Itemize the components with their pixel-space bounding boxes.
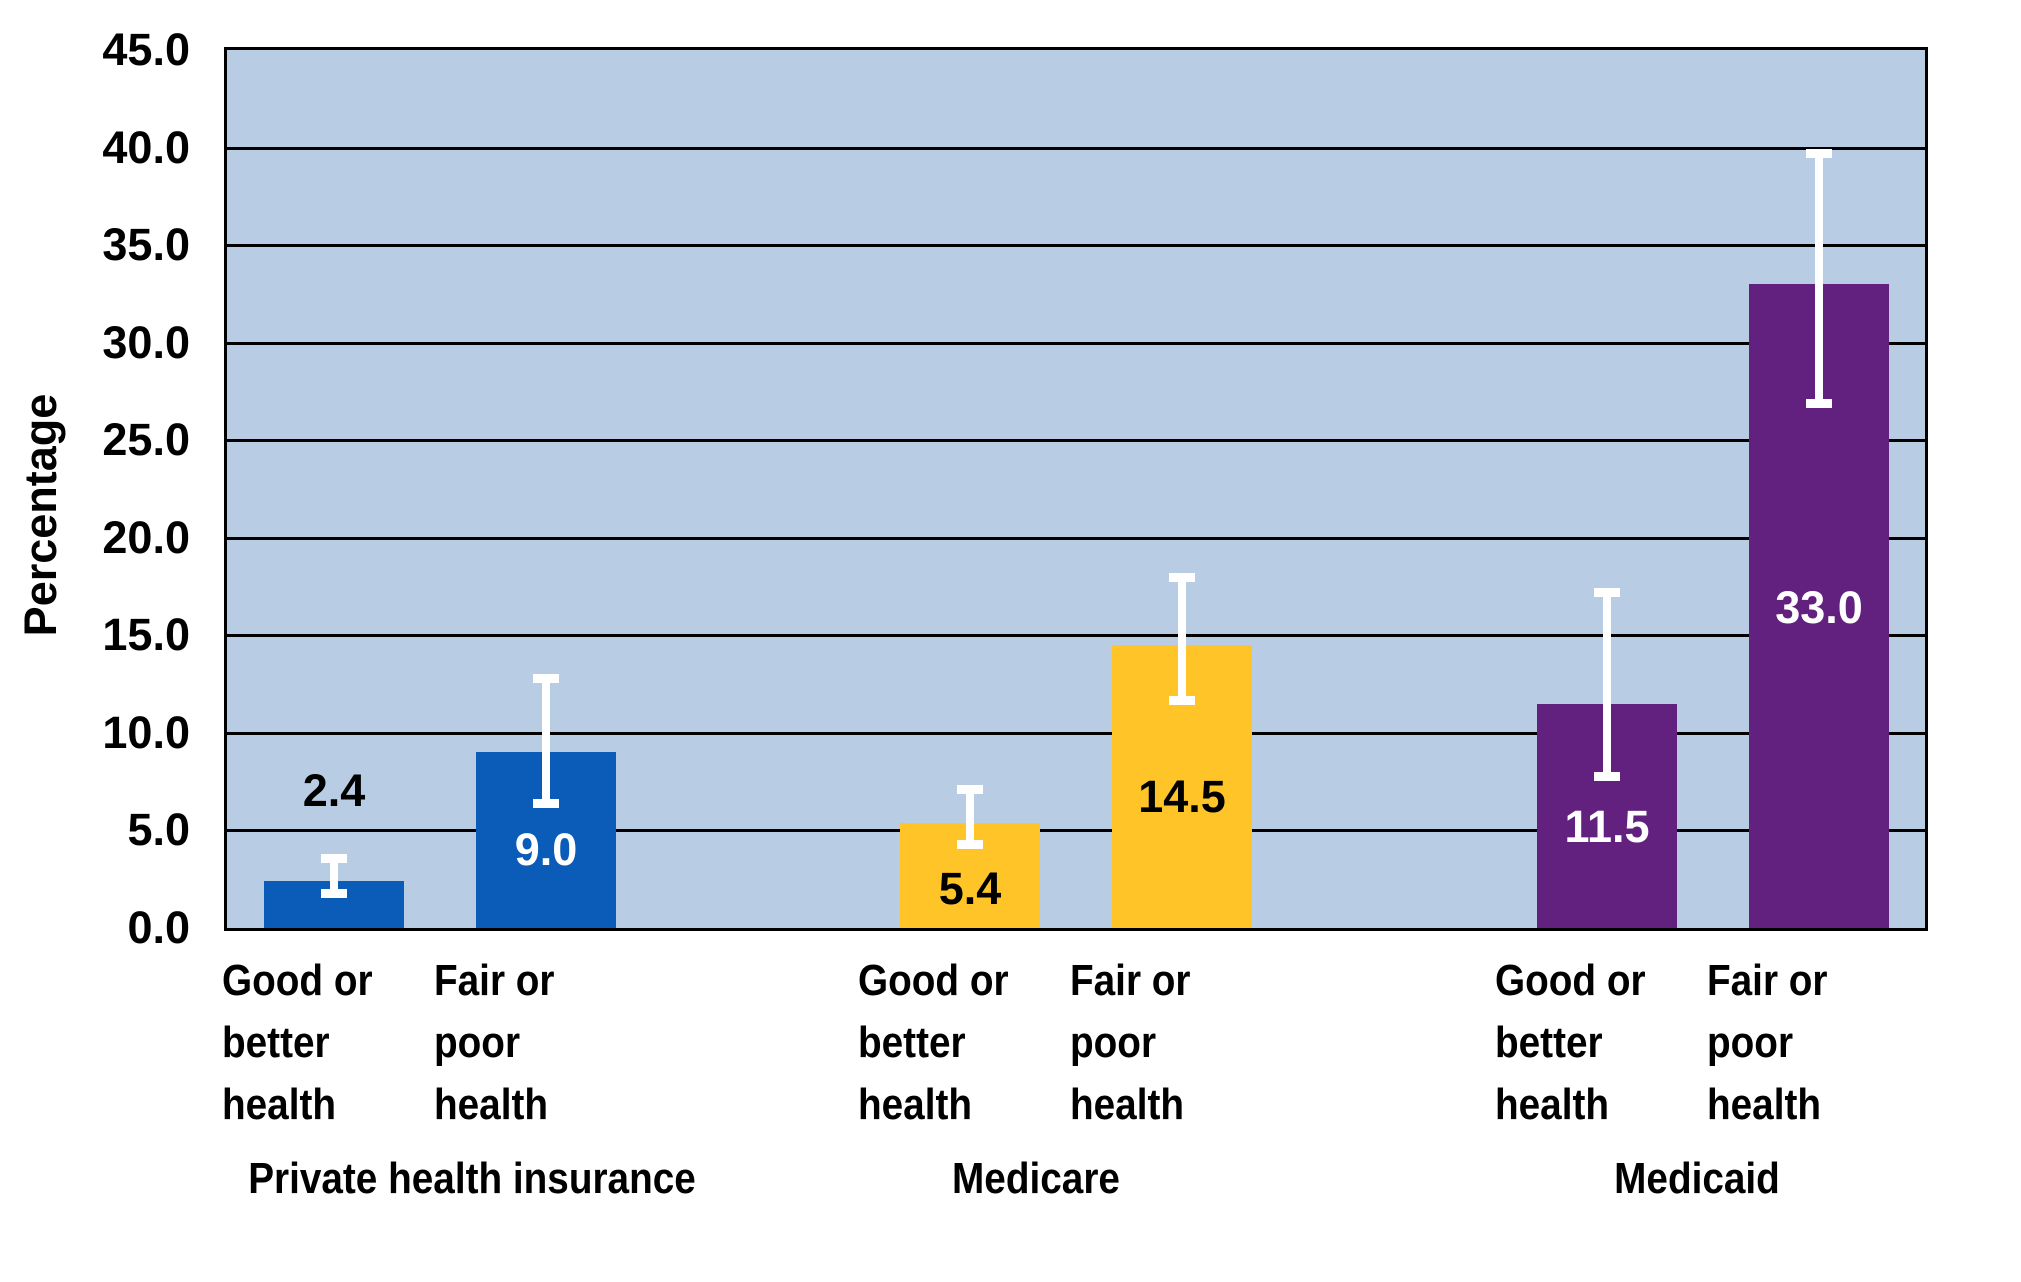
x-group-label: Medicare (952, 1154, 1120, 1203)
y-tick-label: 35.0 (102, 219, 190, 271)
bar-value-label: 5.4 (938, 862, 1002, 914)
gridline (227, 537, 1925, 540)
error-bar (957, 785, 983, 850)
y-tick-label: 30.0 (102, 316, 190, 368)
y-tick-label: 0.0 (127, 902, 190, 953)
bar-value-label: 9.0 (514, 823, 578, 875)
error-bar-stem (1603, 588, 1611, 781)
error-bar (321, 853, 347, 898)
x-group-label: Medicaid (1614, 1154, 1780, 1203)
error-bar-stem (1815, 149, 1823, 409)
error-bar (1806, 149, 1832, 409)
error-bar (533, 674, 559, 809)
y-tick-label: 15.0 (102, 609, 190, 661)
error-bar-stem (966, 785, 974, 850)
x-category-label: Good or better health (222, 956, 373, 1129)
gridline (227, 342, 1925, 345)
y-tick-label: 10.0 (102, 706, 190, 758)
x-category-label: Fair or poor health (434, 956, 555, 1129)
bar-value-label: 11.5 (1564, 800, 1650, 852)
x-category-label: Good or better health (858, 956, 1009, 1129)
bar-value-label: 2.4 (302, 765, 366, 817)
gridline (227, 829, 1925, 832)
y-tick-label: 40.0 (102, 121, 190, 173)
plot-area: 2.4 9.0 5.4 14.5 11.5 33.0 (224, 47, 1928, 931)
gridline (227, 634, 1925, 637)
gridline (227, 732, 1925, 735)
y-tick-label: 20.0 (102, 511, 190, 563)
gridline (227, 244, 1925, 247)
bar-value-label: 33.0 (1775, 582, 1863, 634)
gridline (227, 147, 1925, 150)
y-tick-label: 25.0 (102, 414, 190, 466)
error-bar-stem (330, 853, 338, 898)
x-category-label: Fair or poor health (1070, 956, 1191, 1129)
x-category-label: Fair or poor health (1707, 956, 1828, 1129)
bar-value-label: 14.5 (1138, 771, 1226, 823)
error-bar-stem (542, 674, 550, 809)
error-bar (1169, 572, 1195, 705)
y-tick-label: 45.0 (102, 24, 190, 75)
x-group-label: Private health insurance (248, 1154, 696, 1203)
y-tick-label: 5.0 (127, 804, 190, 856)
x-category-label: Good or better health (1495, 956, 1646, 1129)
error-bar (1594, 588, 1620, 781)
gridline (227, 439, 1925, 442)
error-bar-stem (1178, 572, 1186, 705)
